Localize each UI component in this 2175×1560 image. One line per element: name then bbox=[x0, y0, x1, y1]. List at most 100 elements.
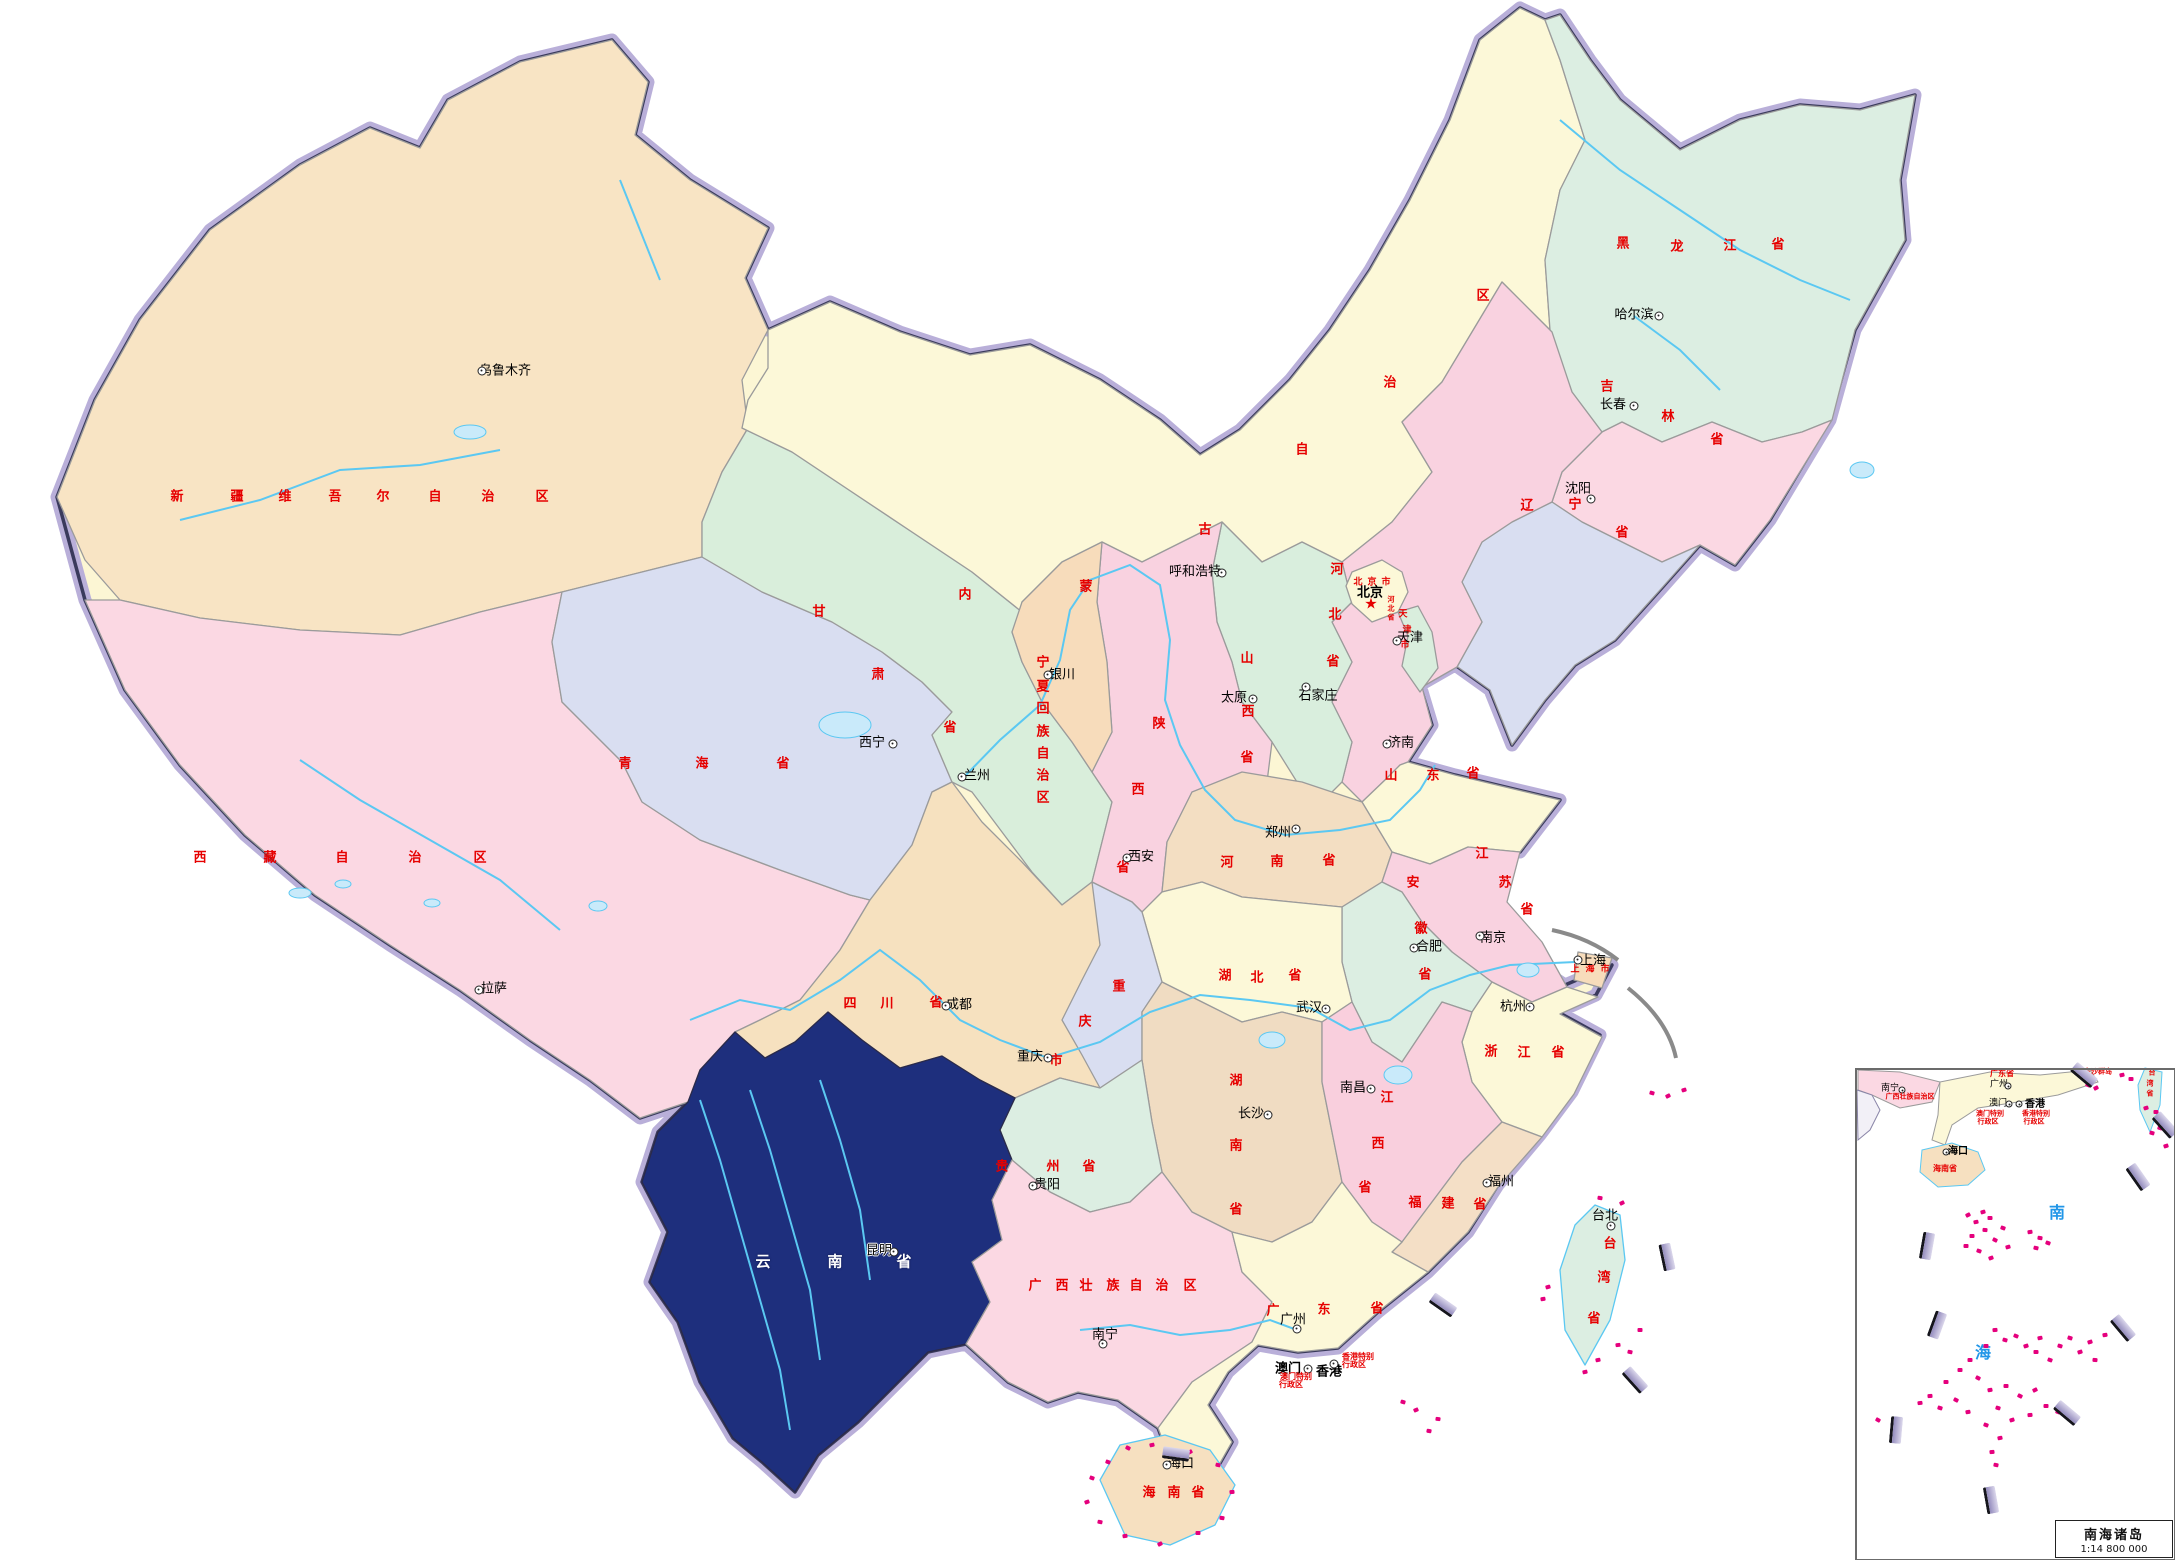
province-label-shaanxi: 省 bbox=[1116, 860, 1130, 876]
city-marker bbox=[1248, 694, 1258, 704]
province-label-ningxia: 治 bbox=[1036, 768, 1050, 784]
city-label: 哈尔滨 bbox=[1614, 307, 1654, 323]
small-red-label: 湾 bbox=[2146, 1079, 2154, 1088]
province-label-qinghai: 青 bbox=[618, 756, 632, 772]
city-label: 西安 bbox=[1127, 849, 1155, 865]
city-marker bbox=[1475, 931, 1485, 941]
small-red-label: 行政区 bbox=[1977, 1117, 1999, 1126]
small-red-label: 行政区 bbox=[1279, 1380, 1303, 1389]
small-red-label: 行政区 bbox=[1342, 1360, 1366, 1369]
province-label-hunan: 省 bbox=[1229, 1202, 1243, 1218]
island-dot bbox=[1219, 1515, 1225, 1521]
province-label-guangdong: 广 bbox=[1266, 1303, 1280, 1319]
province-shanghai[interactable] bbox=[1573, 951, 1613, 989]
island-dot bbox=[1195, 1530, 1201, 1536]
province-label-guangxi: 治 bbox=[1155, 1278, 1169, 1294]
province-label-xinjiang: 吾 bbox=[328, 489, 342, 505]
province-label-chongqing: 重 bbox=[1112, 979, 1126, 995]
city-label: 银川 bbox=[1048, 667, 1076, 683]
city-label: 澳门 bbox=[1274, 1361, 1302, 1377]
boundary-dash bbox=[1161, 1446, 1191, 1462]
island-dot bbox=[1412, 1407, 1420, 1413]
city-label: 北京 bbox=[1356, 585, 1384, 601]
province-label-neimenggu: 区 bbox=[1476, 288, 1490, 304]
province-label-fujian: 省 bbox=[1473, 1197, 1487, 1213]
province-label-heilongjiang: 江 bbox=[1723, 238, 1737, 254]
province-label-tianjin: 津 bbox=[1402, 625, 1412, 636]
province-label-guangxi: 族 bbox=[1106, 1278, 1120, 1294]
province-label-guangdong: 省 bbox=[1370, 1301, 1384, 1317]
city-label: 海口 bbox=[1948, 1146, 1968, 1157]
province-label-liaoning: 省 bbox=[1615, 525, 1629, 541]
city-label: 广州 bbox=[1989, 1079, 2009, 1090]
province-label-beijing: 京 bbox=[1367, 577, 1377, 588]
island-dot bbox=[1149, 1442, 1155, 1448]
island-dot bbox=[2128, 1077, 2134, 1081]
island-dot bbox=[1627, 1349, 1633, 1355]
city-marker bbox=[1409, 943, 1419, 953]
province-label-gansu: 肃 bbox=[871, 667, 885, 683]
island-dot bbox=[1400, 1399, 1406, 1405]
province-ningxia[interactable] bbox=[1011, 541, 1113, 773]
city-marker bbox=[1303, 1364, 1313, 1374]
province-jiangxi[interactable] bbox=[1321, 1001, 1503, 1243]
province-label-tianjin: 市 bbox=[1400, 640, 1410, 651]
island-dot bbox=[1215, 1462, 1221, 1468]
province-label-gansu: 甘 bbox=[812, 604, 826, 620]
boundary-dash bbox=[1621, 1365, 1649, 1395]
province-label-jiangsu: 苏 bbox=[1498, 875, 1512, 891]
province-label-fujian: 福 bbox=[1408, 1195, 1422, 1211]
province-label-hebei-small: 省 bbox=[1387, 613, 1395, 622]
province-label-heilongjiang: 黑 bbox=[1616, 236, 1630, 252]
city-marker bbox=[1366, 1084, 1376, 1094]
province-label-chongqing: 庆 bbox=[1078, 1014, 1092, 1030]
province-label-ningxia: 宁 bbox=[1036, 655, 1050, 671]
island-taiwan[interactable] bbox=[1559, 1204, 1626, 1366]
province-label-heilongjiang: 省 bbox=[1771, 237, 1785, 253]
small-red-label: 省 bbox=[2146, 1089, 2154, 1098]
small-red-label: 台 bbox=[2148, 1068, 2156, 1077]
city-label: 台北 bbox=[1591, 1208, 1619, 1224]
inset-scale: 1:14 800 000 bbox=[2080, 1544, 2148, 1555]
city-marker bbox=[1043, 1053, 1053, 1063]
sea-name-label: 南 bbox=[2048, 1203, 2066, 1222]
lakes bbox=[288, 424, 1875, 1085]
island-hainan[interactable] bbox=[1099, 1434, 1236, 1546]
city-label: 呼和浩特 bbox=[1168, 564, 1222, 580]
province-label-yunnan: 南 bbox=[827, 1252, 843, 1271]
province-label-qinghai: 海 bbox=[695, 756, 709, 772]
inset-caption-box: 南海诸岛 1:14 800 000 bbox=[2055, 1520, 2173, 1558]
province-label-guizhou: 州 bbox=[1046, 1159, 1060, 1175]
province-label-beijing: 市 bbox=[1381, 577, 1391, 588]
city-marker bbox=[1321, 1004, 1331, 1014]
city-label: 福州 bbox=[1487, 1174, 1515, 1190]
province-label-ningxia: 回 bbox=[1036, 701, 1050, 717]
city-label: 贵阳 bbox=[1033, 1177, 1061, 1193]
province-label-liaoning: 辽 bbox=[1520, 498, 1534, 514]
province-label-neimenggu: 蒙 bbox=[1079, 579, 1093, 595]
city-label: 长沙 bbox=[1237, 1106, 1265, 1122]
province-label-sichuan: 省 bbox=[929, 995, 943, 1011]
island-dot bbox=[1426, 1428, 1432, 1434]
rivers bbox=[179, 119, 1851, 1431]
province-label-hebei-small: 北 bbox=[1387, 604, 1395, 613]
city-marker bbox=[1573, 955, 1583, 965]
province-tianjin-shape[interactable] bbox=[1397, 605, 1439, 693]
province-label-hainan: 海 bbox=[1142, 1485, 1156, 1501]
province-label-guangxi: 区 bbox=[1183, 1278, 1197, 1294]
city-marker bbox=[1606, 1221, 1616, 1231]
city-marker bbox=[2015, 1100, 2023, 1108]
city-marker bbox=[1942, 1148, 1950, 1156]
province-label-liaoning: 宁 bbox=[1568, 497, 1582, 513]
province-label-ningxia: 夏 bbox=[1036, 679, 1050, 695]
city-marker bbox=[1382, 739, 1392, 749]
city-marker bbox=[1392, 636, 1402, 646]
province-label-henan: 河 bbox=[1220, 855, 1234, 871]
province-label-guangxi: 壮 bbox=[1079, 1278, 1093, 1294]
province-label-guizhou: 省 bbox=[1082, 1159, 1096, 1175]
city-marker bbox=[2004, 1082, 2012, 1090]
province-label-neimenggu: 古 bbox=[1198, 522, 1212, 538]
province-label-xinjiang: 维 bbox=[278, 489, 292, 505]
